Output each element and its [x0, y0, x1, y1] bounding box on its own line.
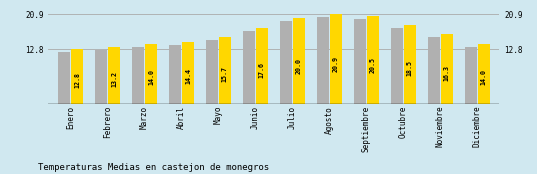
Text: 16.3: 16.3	[444, 65, 450, 81]
Bar	[108, 48, 120, 104]
Bar	[280, 21, 292, 104]
Bar	[428, 37, 440, 104]
Text: 20.5: 20.5	[370, 57, 376, 73]
Text: 13.2: 13.2	[111, 71, 117, 87]
Bar	[354, 19, 366, 104]
Bar	[465, 47, 477, 104]
Text: 15.7: 15.7	[222, 66, 228, 82]
Bar	[330, 14, 342, 104]
Bar	[95, 50, 107, 104]
Text: 18.5: 18.5	[407, 60, 413, 76]
Text: 20.9: 20.9	[333, 56, 339, 72]
Bar	[293, 18, 305, 104]
Bar	[317, 17, 329, 104]
Text: 14.4: 14.4	[185, 68, 191, 84]
Bar	[478, 44, 490, 104]
Bar	[219, 37, 231, 104]
Bar	[441, 34, 453, 104]
Bar	[367, 16, 379, 104]
Text: 17.6: 17.6	[259, 62, 265, 78]
Text: 20.0: 20.0	[296, 58, 302, 74]
Bar	[71, 49, 83, 104]
Bar	[243, 31, 255, 104]
Text: Temperaturas Medias en castejon de monegros: Temperaturas Medias en castejon de moneg…	[38, 163, 268, 172]
Bar	[404, 25, 416, 104]
Bar	[169, 45, 181, 104]
Bar	[58, 52, 70, 104]
Bar	[391, 27, 403, 104]
Text: 12.8: 12.8	[74, 72, 80, 88]
Bar	[132, 47, 144, 104]
Bar	[206, 40, 218, 104]
Text: 14.0: 14.0	[481, 69, 487, 85]
Bar	[256, 28, 268, 104]
Bar	[182, 42, 194, 104]
Text: 14.0: 14.0	[148, 69, 154, 85]
Bar	[145, 44, 157, 104]
